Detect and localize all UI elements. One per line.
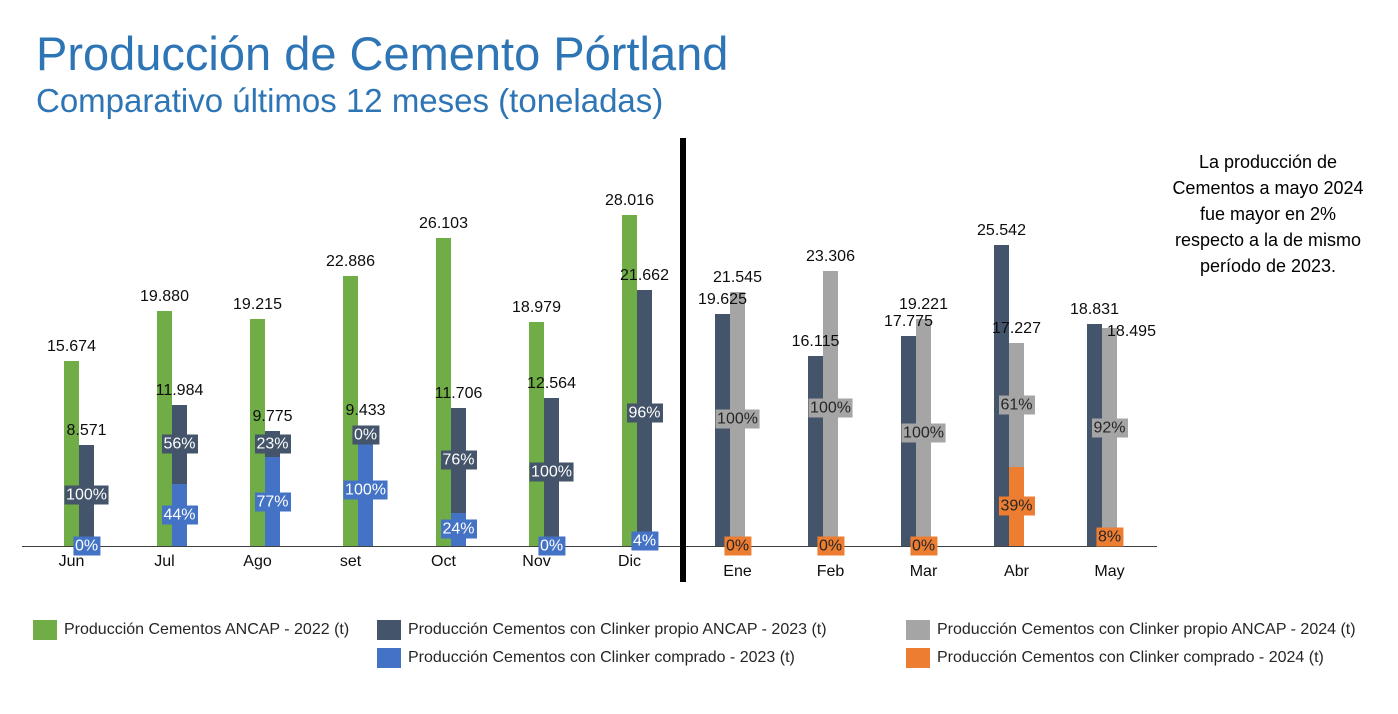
legend-item-comprado-2023: Producción Cementos con Clinker comprado…: [377, 648, 795, 668]
bar-jun-ancap-2022: [64, 361, 79, 546]
value-label-abr-propio-2023: 25.542: [977, 221, 1026, 239]
percent-label-oct-comprado-2023: 24%: [440, 519, 477, 539]
legend-label: Producción Cementos ANCAP - 2022 (t): [64, 621, 350, 638]
legend-label: Producción Cementos con Clinker propio A…: [937, 621, 1356, 638]
percent-label-may-propio-2024: 92%: [1091, 418, 1128, 438]
legend-item-propio-2024: Producción Cementos con Clinker propio A…: [906, 620, 1356, 640]
total-label-dic: 21.662: [620, 267, 669, 285]
category-label-nov: Nov: [522, 553, 551, 570]
legend-item-ancap-2022: Producción Cementos ANCAP - 2022 (t): [33, 620, 349, 640]
category-label-set: set: [339, 553, 362, 570]
total-label-may: 18.495: [1107, 322, 1156, 340]
total-label-abr: 17.227: [992, 319, 1041, 337]
total-label-jun: 8.571: [66, 421, 107, 439]
category-label-oct: Oct: [431, 553, 456, 570]
percent-label-dic-comprado-2023: 4%: [630, 531, 659, 551]
total-label-ene: 21.545: [713, 268, 762, 286]
value-label-jul-ancap-2022: 19.880: [140, 288, 189, 306]
panel-divider: [680, 138, 686, 582]
category-label-abr: Abr: [1004, 563, 1029, 580]
percent-label-ene-propio-2024: 100%: [715, 409, 760, 429]
summary-note: La producción de Cementos a mayo 2024 fu…: [1148, 149, 1388, 279]
legend-item-comprado-2024: Producción Cementos con Clinker comprado…: [906, 648, 1324, 668]
total-label-nov: 12.564: [527, 374, 576, 392]
bar-ene-propio-2023: [715, 314, 730, 546]
total-label-oct: 11.706: [434, 384, 483, 402]
legend-swatch: [906, 648, 930, 668]
note-line: período de 2023.: [1199, 256, 1337, 276]
value-label-oct-ancap-2022: 26.103: [419, 214, 468, 232]
percent-label-mar-propio-2024: 100%: [901, 423, 946, 443]
value-label-nov-ancap-2022: 18.979: [512, 299, 561, 317]
legend-label: Producción Cementos con Clinker comprado…: [408, 649, 795, 666]
category-label-feb: Feb: [816, 563, 845, 580]
percent-label-jul-propio-2023: 56%: [161, 434, 198, 454]
percent-label-abr-comprado-2024: 39%: [998, 496, 1035, 516]
total-label-feb: 23.306: [806, 247, 855, 265]
percent-label-oct-propio-2023: 76%: [440, 450, 477, 470]
bar-nov-ancap-2022: [529, 322, 544, 546]
note-line: La producción de: [1198, 152, 1338, 172]
percent-label-ago-comprado-2023: 77%: [254, 492, 291, 512]
value-label-feb-propio-2023: 16.115: [791, 332, 840, 350]
x-axis-line: [22, 546, 1157, 547]
percent-label-may-comprado-2024: 8%: [1095, 527, 1124, 547]
value-label-ene-propio-2023: 19.625: [698, 291, 747, 309]
percent-label-ago-propio-2023: 23%: [254, 434, 291, 454]
bar-set-ancap-2022: [343, 275, 358, 546]
legend-swatch: [377, 648, 401, 668]
category-label-jul: Jul: [154, 553, 175, 570]
percent-label-jun-comprado-2023: 0%: [72, 536, 101, 556]
percent-label-dic-propio-2023: 96%: [626, 403, 663, 423]
note-line: fue mayor en 2%: [1199, 204, 1337, 224]
total-label-set: 9.433: [345, 401, 386, 419]
bar-jul-ancap-2022: [157, 311, 172, 546]
legend-label: Producción Cementos con Clinker propio A…: [408, 621, 827, 638]
category-label-jun: Jun: [58, 553, 85, 570]
total-label-mar: 19.221: [899, 296, 948, 314]
bar-feb-propio-2023: [808, 355, 823, 546]
category-label-ene: Ene: [723, 563, 752, 580]
chart-subtitle: Comparativo últimos 12 meses (toneladas): [36, 82, 664, 119]
value-label-dic-ancap-2022: 28.016: [605, 192, 654, 210]
legend-swatch: [33, 620, 57, 640]
category-label-dic: Dic: [617, 553, 642, 570]
value-label-ago-ancap-2022: 19.215: [233, 296, 282, 314]
category-label-may: May: [1094, 563, 1125, 580]
value-label-set-ancap-2022: 22.886: [326, 252, 375, 270]
value-label-jun-ancap-2022: 15.674: [47, 338, 96, 356]
category-label-ago: Ago: [243, 553, 272, 570]
percent-label-feb-propio-2024: 100%: [808, 398, 853, 418]
percent-label-jun-propio-2023: 100%: [64, 485, 109, 505]
percent-label-abr-propio-2024: 61%: [998, 395, 1035, 415]
percent-label-nov-propio-2023: 100%: [529, 462, 574, 482]
value-label-mar-propio-2023: 17.775: [884, 313, 933, 331]
total-label-ago: 9.775: [252, 407, 293, 425]
value-label-may-propio-2023: 18.831: [1070, 300, 1119, 318]
note-line: Cementos a mayo 2024: [1172, 178, 1364, 198]
note-line: respecto a la de mismo: [1174, 230, 1362, 250]
legend-label: Producción Cementos con Clinker comprado…: [937, 649, 1324, 666]
total-label-jul: 11.984: [155, 381, 204, 399]
legend-swatch: [377, 620, 401, 640]
percent-label-ene-comprado-2024: 0%: [723, 536, 752, 556]
legend-swatch: [906, 620, 930, 640]
chart-title: Producción de Cemento Pórtland: [36, 27, 729, 80]
percent-label-set-propio-2023: 0%: [351, 425, 380, 445]
percent-label-set-comprado-2023: 100%: [343, 480, 388, 500]
percent-label-feb-comprado-2024: 0%: [816, 536, 845, 556]
percent-label-mar-comprado-2024: 0%: [909, 536, 938, 556]
bar-dic-ancap-2022: [622, 215, 637, 546]
category-label-mar: Mar: [909, 563, 938, 580]
percent-label-jul-comprado-2023: 44%: [161, 505, 198, 525]
legend-item-propio-2023: Producción Cementos con Clinker propio A…: [377, 620, 827, 640]
percent-label-nov-comprado-2023: 0%: [537, 536, 566, 556]
bar-ago-ancap-2022: [250, 319, 265, 546]
